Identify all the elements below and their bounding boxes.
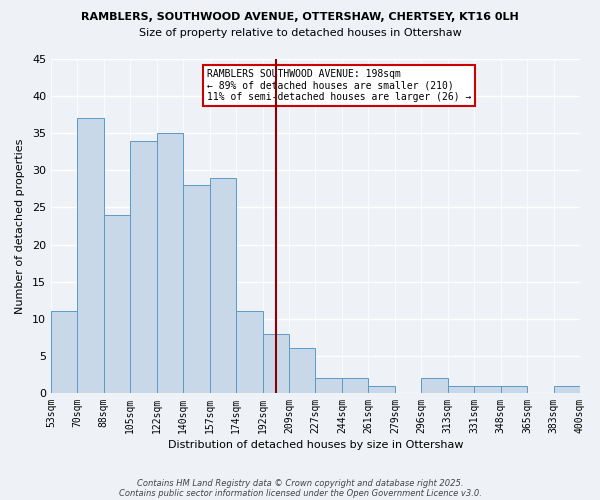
- Bar: [263, 334, 289, 393]
- Bar: [51, 312, 77, 393]
- Bar: [554, 386, 580, 393]
- Text: Size of property relative to detached houses in Ottershaw: Size of property relative to detached ho…: [139, 28, 461, 38]
- Bar: [421, 378, 448, 393]
- Bar: [236, 312, 263, 393]
- Text: RAMBLERS, SOUTHWOOD AVENUE, OTTERSHAW, CHERTSEY, KT16 0LH: RAMBLERS, SOUTHWOOD AVENUE, OTTERSHAW, C…: [81, 12, 519, 22]
- Bar: [474, 386, 500, 393]
- X-axis label: Distribution of detached houses by size in Ottershaw: Distribution of detached houses by size …: [168, 440, 463, 450]
- Text: Contains public sector information licensed under the Open Government Licence v3: Contains public sector information licen…: [119, 488, 481, 498]
- Bar: [368, 386, 395, 393]
- Y-axis label: Number of detached properties: Number of detached properties: [15, 138, 25, 314]
- Bar: [157, 133, 183, 393]
- Text: RAMBLERS SOUTHWOOD AVENUE: 198sqm
← 89% of detached houses are smaller (210)
11%: RAMBLERS SOUTHWOOD AVENUE: 198sqm ← 89% …: [207, 69, 472, 102]
- Bar: [316, 378, 342, 393]
- Bar: [342, 378, 368, 393]
- Bar: [130, 140, 157, 393]
- Bar: [500, 386, 527, 393]
- Text: Contains HM Land Registry data © Crown copyright and database right 2025.: Contains HM Land Registry data © Crown c…: [137, 478, 463, 488]
- Bar: [289, 348, 316, 393]
- Bar: [448, 386, 474, 393]
- Bar: [209, 178, 236, 393]
- Bar: [77, 118, 104, 393]
- Bar: [104, 215, 130, 393]
- Bar: [183, 185, 209, 393]
